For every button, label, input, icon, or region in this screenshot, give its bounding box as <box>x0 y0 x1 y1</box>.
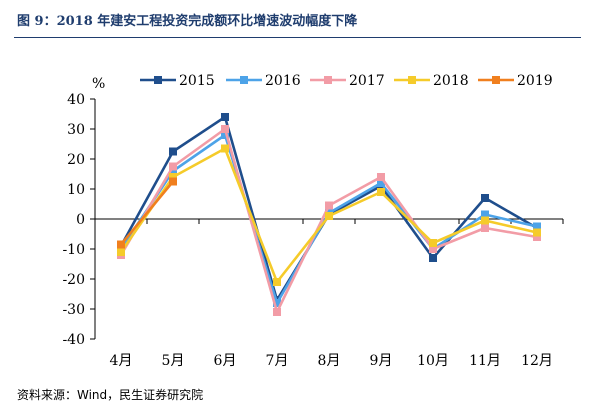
title-rule <box>14 37 581 38</box>
data-point <box>377 173 385 181</box>
y-tick-label: 40 <box>67 92 85 108</box>
data-point <box>221 113 229 121</box>
data-point <box>221 125 229 133</box>
x-tick-label: 6月 <box>214 353 237 369</box>
data-point <box>273 299 281 307</box>
legend-marker <box>240 76 248 84</box>
y-tick-label: -40 <box>62 332 85 348</box>
y-tick-label: 30 <box>67 122 85 138</box>
legend-label: 2019 <box>517 73 553 89</box>
data-point <box>273 278 281 286</box>
data-point <box>533 233 541 241</box>
data-point <box>169 147 177 156</box>
x-tick-label: 8月 <box>318 353 341 369</box>
data-point <box>169 173 177 181</box>
y-tick-label: 10 <box>67 182 85 198</box>
legend-item-2015: 2015 <box>140 73 215 89</box>
data-point <box>273 308 281 316</box>
figure-title: 图 9：2018 年建安工程投资完成额环比增速波动幅度下降 <box>17 14 358 29</box>
data-point <box>533 228 541 237</box>
y-tick-label: 20 <box>67 152 85 168</box>
series-2019 <box>117 177 177 249</box>
figure-source: 资料来源：Wind，民生证券研究院 <box>17 388 204 402</box>
series-line <box>119 180 175 246</box>
y-tick-label: -30 <box>62 302 85 318</box>
data-point <box>117 240 125 249</box>
y-tick-label: 0 <box>76 212 85 228</box>
x-tick-label: 7月 <box>266 353 289 369</box>
legend-item-2019: 2019 <box>478 73 553 89</box>
x-tick-label: 4月 <box>110 353 133 369</box>
data-point <box>533 222 541 231</box>
legend-label: 2015 <box>179 73 215 89</box>
data-point <box>169 162 177 171</box>
legend-label: 2016 <box>265 73 301 89</box>
y-axis-unit: % <box>92 76 105 92</box>
data-point <box>221 131 229 139</box>
data-point <box>117 248 125 256</box>
data-point <box>377 179 385 187</box>
x-tick-label: 11月 <box>469 353 501 369</box>
legend-marker <box>324 76 332 84</box>
data-point <box>481 194 489 202</box>
data-point <box>325 201 333 210</box>
x-tick-label: 5月 <box>162 353 185 369</box>
data-point <box>481 224 489 232</box>
series-2018 <box>117 144 541 286</box>
y-tick-label: -10 <box>62 242 85 258</box>
data-point <box>221 144 229 153</box>
x-tick-label: 10月 <box>417 353 449 369</box>
legend-marker <box>408 76 416 84</box>
x-tick-label: 12月 <box>521 353 553 369</box>
data-point <box>377 188 385 196</box>
legend-item-2017: 2017 <box>310 73 385 89</box>
legend-label: 2017 <box>349 73 385 89</box>
legend-label: 2018 <box>433 73 469 89</box>
data-point <box>169 167 177 175</box>
legend-item-2018: 2018 <box>394 73 469 89</box>
x-tick-label: 9月 <box>370 353 393 369</box>
legend-marker <box>154 76 162 84</box>
data-point <box>429 245 437 253</box>
legend-marker <box>492 76 500 84</box>
data-point <box>169 177 177 186</box>
data-point <box>325 212 333 220</box>
y-tick-label: -20 <box>62 272 85 288</box>
data-point <box>481 216 489 225</box>
data-point <box>429 254 437 262</box>
legend-item-2016: 2016 <box>226 73 301 89</box>
data-point <box>481 210 489 219</box>
data-point <box>429 239 437 247</box>
